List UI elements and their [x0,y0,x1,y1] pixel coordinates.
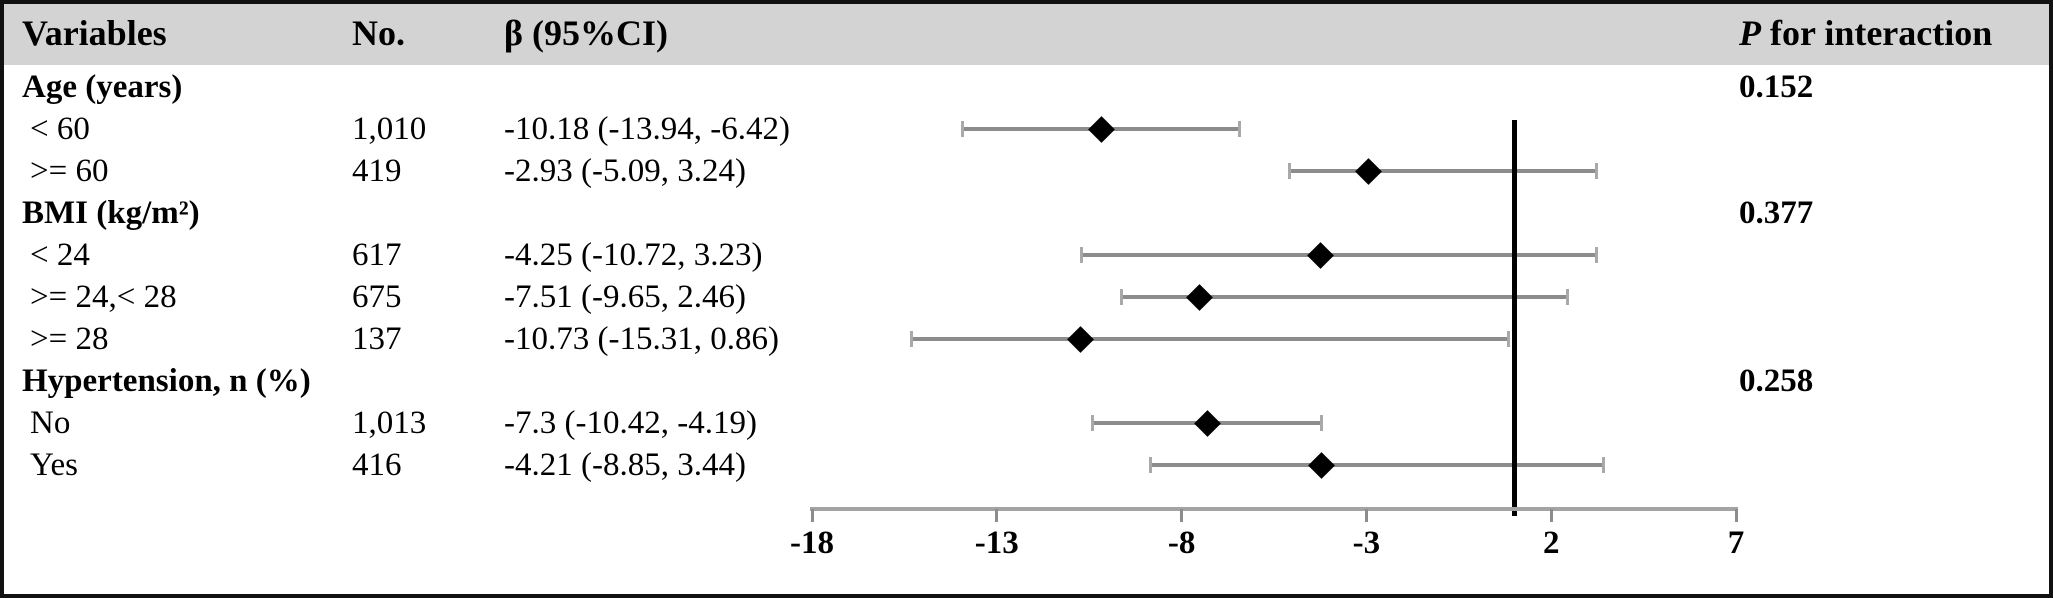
subgroup-n: 1,010 [352,111,427,147]
subgroup-n: 617 [352,237,402,273]
subgroup-ci-text: -7.51 (-9.65, 2.46) [504,279,746,315]
x-axis-tick-label: -8 [1167,525,1196,561]
column-header-beta-ci: β (95%CI) [504,13,668,53]
category-label: BMI (kg/m²) [22,195,200,231]
column-header-no: No. [352,13,405,53]
x-axis-tick-label: 7 [1727,525,1745,561]
subgroup-n: 1,013 [352,405,427,441]
x-axis-tick [995,509,999,522]
x-axis-tick-label: -3 [1352,525,1381,561]
subgroup-label: < 60 [30,111,90,147]
subgroup-ci-text: -4.21 (-8.85, 3.44) [504,447,746,483]
x-axis-tick [1734,509,1738,522]
subgroup-label: >= 28 [30,321,109,357]
subgroup-ci-text: -10.18 (-13.94, -6.42) [504,111,790,147]
x-axis-tick-label: -18 [790,525,834,561]
p-interaction-value: 0.377 [1739,195,1814,231]
x-axis-tick [1549,509,1553,522]
x-axis-tick-label: -13 [974,525,1019,561]
subgroup-row: < 24 617 -4.25 (-10.72, 3.23) [4,234,2049,276]
subgroup-row: >= 28 137 -10.73 (-15.31, 0.86) [4,318,2049,360]
p-interaction-value: 0.258 [1739,363,1814,399]
subgroup-n: 137 [352,321,402,357]
subgroup-ci-text: -2.93 (-5.09, 3.24) [504,153,746,189]
x-axis-tick [1180,509,1184,522]
category-label: Hypertension, n (%) [22,363,311,399]
subgroup-n: 675 [352,279,402,315]
x-axis-tick [810,509,814,522]
category-row: BMI (kg/m²) 0.377 [4,192,2049,234]
category-label: Age (years) [22,69,183,105]
x-axis-line [810,507,1738,511]
p-italic: P [1739,13,1761,53]
x-axis-tick-label: 2 [1542,525,1560,561]
category-row: Hypertension, n (%) 0.258 [4,360,2049,402]
subgroup-ci-text: -4.25 (-10.72, 3.23) [504,237,763,273]
subgroup-n: 416 [352,447,402,483]
p-interaction-value: 0.152 [1739,69,1814,105]
column-header-variables: Variables [22,13,167,53]
subgroup-row: No 1,013 -7.3 (-10.42, -4.19) [4,402,2049,444]
subgroup-label: No [30,405,71,441]
subgroup-n: 419 [352,153,402,189]
subgroup-row: < 60 1,010 -10.18 (-13.94, -6.42) [4,108,2049,150]
subgroup-label: >= 24,< 28 [30,279,177,315]
category-row: Age (years) 0.152 [4,66,2049,108]
subgroup-ci-text: -10.73 (-15.31, 0.86) [504,321,779,357]
subgroup-ci-text: -7.3 (-10.42, -4.19) [504,405,757,441]
column-header-p-interaction: P for interaction [1739,4,1992,65]
subgroup-label: Yes [30,447,79,483]
table-rows: Age (years) 0.152 < 60 1,010 -10.18 (-13.94,… [4,66,2049,486]
subgroup-row: Yes 416 -4.21 (-8.85, 3.44) [4,444,2049,486]
subgroup-label: >= 60 [30,153,109,189]
subgroup-row: >= 24,< 28 675 -7.51 (-9.65, 2.46) [4,276,2049,318]
table-header-band: Variables No. β (95%CI) P for interactio… [4,4,2049,65]
subgroup-label: < 24 [30,237,90,273]
p-rest: for interaction [1761,13,1993,53]
subgroup-row: >= 60 419 -2.93 (-5.09, 3.24) [4,150,2049,192]
x-axis-tick [1364,509,1368,522]
